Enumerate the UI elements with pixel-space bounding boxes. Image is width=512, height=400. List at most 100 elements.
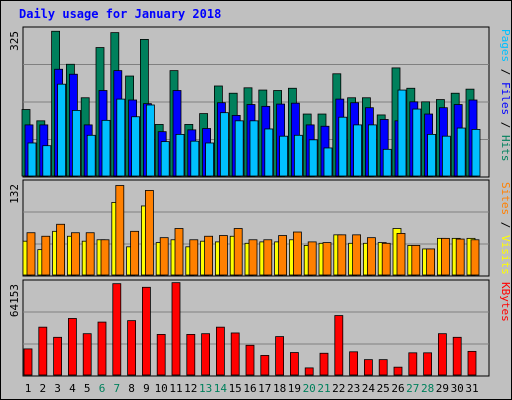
sites-bar [411,245,421,276]
sites-bar [85,232,95,276]
sites-bar [189,239,199,276]
sites-bar [233,228,243,276]
pages-bar [219,112,229,177]
pages-bar [338,116,348,177]
kbytes-bar [334,315,344,376]
pages-bar [131,116,141,177]
sites-bar [455,238,465,276]
x-tick-label: 4 [69,382,76,395]
pages-bar [323,147,333,177]
kbytes-bar [408,352,418,376]
x-tick-label: 12 [184,382,197,395]
x-tick-label: 27 [406,382,419,395]
top-ymax-label: 325 [8,31,21,51]
sites-bar [26,232,36,276]
kbytes-bar [112,283,122,376]
top-legend: Pages / Files / Hits [499,29,512,162]
legend-entry: Hits [499,135,512,162]
bottom-legend: KBytes [499,282,512,322]
sites-bar [144,190,154,276]
x-tick-label: 30 [451,382,464,395]
kbytes-bar [452,336,462,376]
pages-bar [86,134,96,177]
x-tick-label: 13 [199,382,212,395]
x-tick-label: 21 [317,382,330,395]
pages-bar [190,140,200,177]
x-tick-label: 24 [362,382,376,395]
x-axis: 1 2 3 4 5 6 7 8 9 10 11 12 13 14 15 16 17 18 19 20 21 22 23 24 2… [25,382,479,395]
kbytes-bar [141,286,151,376]
kbytes-bar [423,352,433,376]
sites-bar [115,185,125,276]
x-tick-label: 19 [288,382,301,395]
sites-bar [322,242,332,276]
x-tick-label: 10 [155,382,168,395]
pages-bar [42,145,52,177]
x-tick-label: 25 [377,382,390,395]
pages-bar [382,148,392,177]
kbytes-bar [68,318,77,376]
sites-bar [307,241,317,276]
legend-entry: Sites [499,182,512,215]
kbytes-bar [38,326,48,376]
kbytes-bar [349,351,359,376]
x-tick-label: 31 [465,382,478,395]
sites-bar [440,237,450,276]
sites-bar [248,239,258,276]
kbytes-bar [201,333,211,376]
x-tick-label: 3 [54,382,61,395]
sites-bar [204,235,214,276]
sites-bar [41,235,51,276]
pages-bar [367,124,377,177]
kbytes-bar [467,350,477,376]
pages-bar [353,124,363,177]
kbytes-bar [245,344,255,376]
pages-bar [471,129,481,177]
pages-bar [427,133,437,177]
middle-ymax-label: 132 [8,184,21,204]
x-tick-label: 22 [332,382,345,395]
x-tick-label: 7 [113,382,120,395]
kbytes-bar [230,332,240,376]
legend-entry: / [499,115,512,135]
x-tick-label: 8 [128,382,135,395]
pages-bar [160,141,170,177]
pages-bar [264,128,274,177]
sites-bar [174,228,184,276]
x-tick-label: 28 [421,382,434,395]
kbytes-bar [319,352,329,376]
bottom-panel: 64153 KBytes [8,279,512,377]
kbytes-bar [156,334,166,376]
sites-bar [366,237,376,276]
x-tick-label: 16 [243,382,256,395]
sites-bar [100,239,110,276]
kbytes-bar [82,333,92,376]
x-tick-label: 11 [169,382,182,395]
sites-bar [130,230,140,276]
kbytes-bar [215,326,225,376]
x-tick-label: 17 [258,382,271,395]
x-tick-label: 9 [143,382,150,395]
pages-bar [27,142,37,177]
chart-panels: 325 Pages / Files / Hits 132 Sites / Visits… [8,26,512,377]
pages-bar [279,135,289,177]
sites-bar [426,248,436,276]
pages-bar [101,119,111,177]
x-tick-label: 1 [25,382,32,395]
pages-bar [456,127,466,177]
legend-entry: Files [499,82,512,115]
pages-bar [249,120,259,177]
middle-panel: 132 Sites / Visits [8,179,512,277]
kbytes-bar [393,366,403,376]
bottom-ymax-label: 64153 [8,284,21,317]
kbytes-bar [97,321,107,376]
sites-bar [263,239,273,276]
sites-bar [352,234,362,276]
pages-bar [205,142,215,177]
legend-entry: / [499,62,512,82]
sites-bar [278,235,288,276]
kbytes-bar [289,352,299,376]
sites-bar [218,235,228,276]
legend-entry: Pages [499,29,512,62]
kbytes-bar [304,367,314,376]
